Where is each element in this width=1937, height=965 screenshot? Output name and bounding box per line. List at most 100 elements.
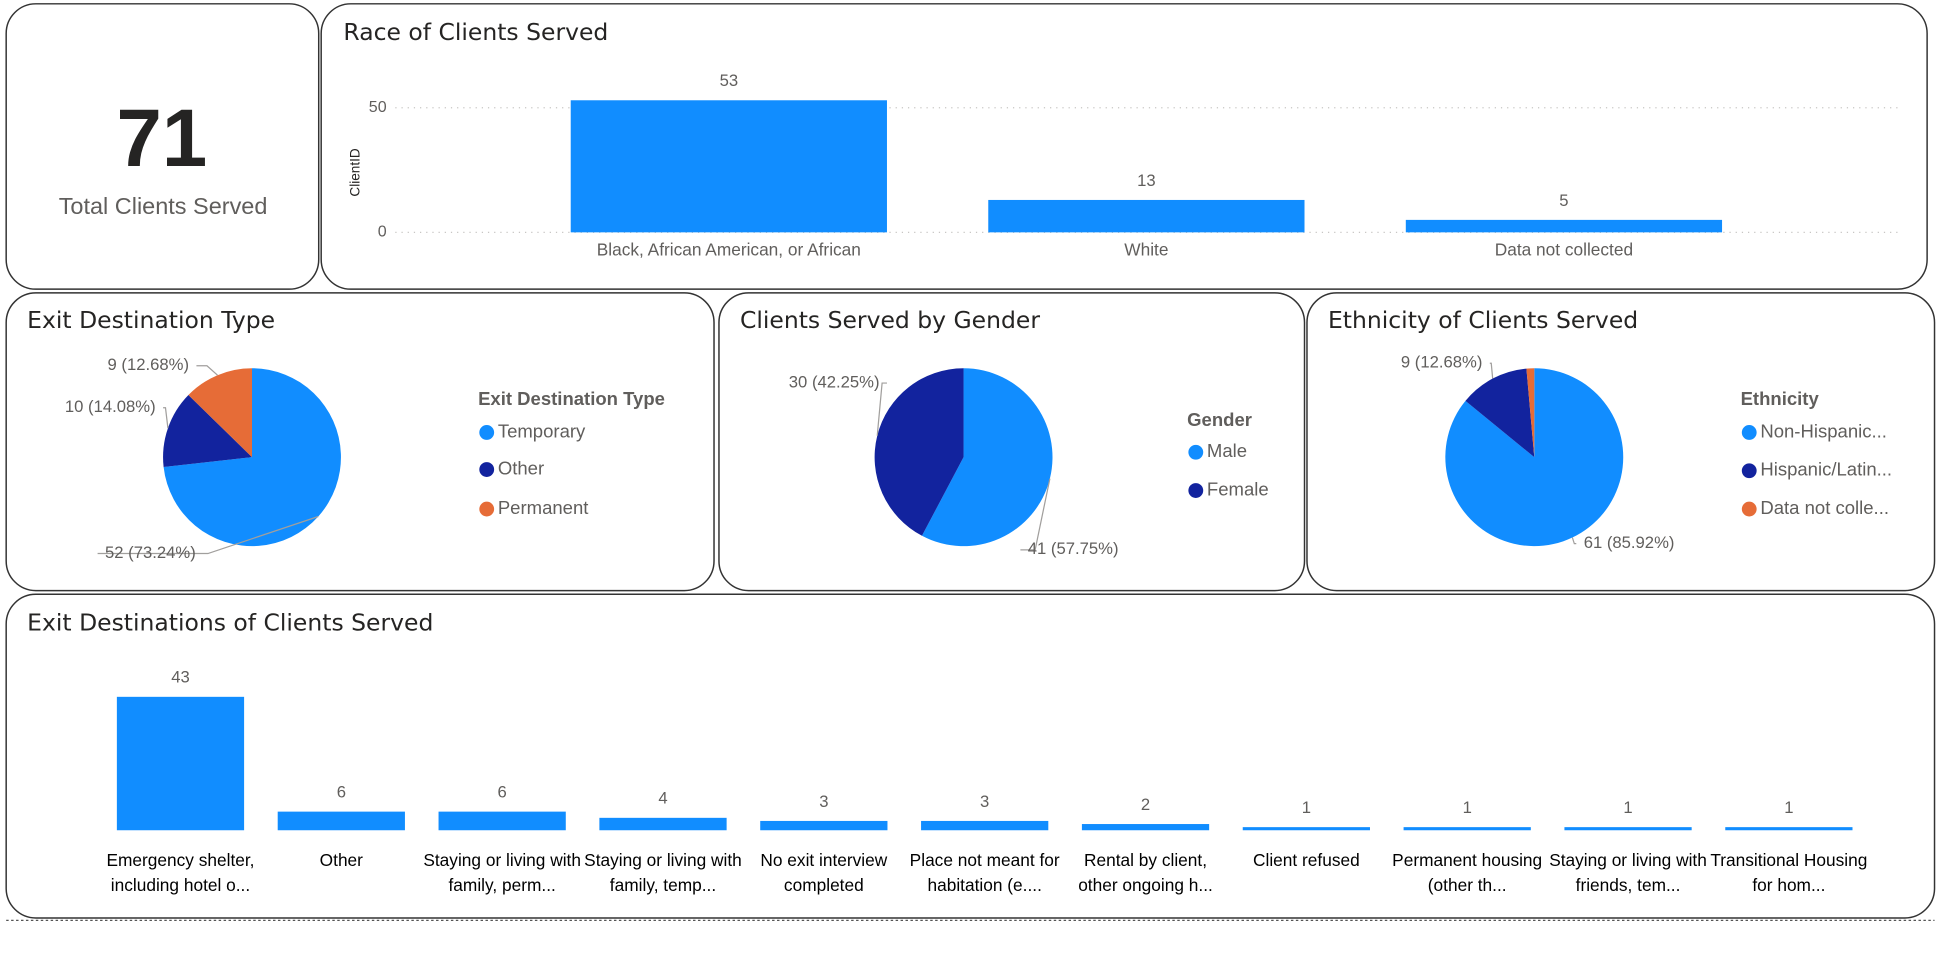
bar — [116, 696, 245, 831]
bar — [1405, 219, 1723, 233]
data-label: 13 — [1137, 171, 1156, 190]
bar — [760, 820, 888, 831]
data-label: 9 (12.68%) — [1401, 353, 1482, 372]
x-tick-label-box: Transitional Housing for hom... — [1710, 850, 1868, 895]
leader-line — [1020, 478, 1051, 551]
x-tick-label: Place not meant for habitation (e.... — [909, 850, 1060, 895]
leader-line — [1489, 362, 1494, 379]
leader-line — [876, 382, 887, 436]
legend-marker — [1741, 501, 1757, 517]
chart-title: Exit Destination Type — [27, 306, 275, 334]
y-tick-label: 50 — [369, 98, 387, 116]
legend-title: Ethnicity — [1741, 388, 1820, 409]
bar — [1081, 824, 1210, 831]
x-tick-label-box: Emergency shelter, including hotel o... — [106, 850, 255, 895]
legend-title: Gender — [1187, 409, 1252, 430]
legend-marker — [1188, 444, 1204, 460]
card-value: 71 — [116, 93, 207, 184]
x-tick-label: Other — [319, 850, 363, 870]
x-tick-label-box: Rental by client, other ongoing h... — [1078, 850, 1213, 895]
leader-line — [196, 365, 218, 376]
legend-label: Other — [498, 457, 544, 478]
data-label: 4 — [658, 789, 667, 808]
pie-slice — [163, 394, 253, 467]
x-tick-label: Data not collected — [1495, 239, 1633, 259]
data-label: 9 (12.68%) — [108, 355, 189, 374]
pie-slice — [1445, 368, 1624, 547]
x-tick-label: Staying or living with family, temp... — [584, 850, 742, 895]
x-tick-label: Permanent housing (other th... — [1392, 850, 1543, 895]
bar — [1564, 827, 1692, 831]
x-tick-label-box: Staying or living with friends, tem... — [1549, 850, 1707, 894]
leader-line — [1571, 537, 1577, 545]
x-tick-label-box: Staying or living with family, perm... — [423, 850, 581, 895]
data-label: 5 — [1559, 191, 1568, 210]
pie-slice — [188, 368, 253, 458]
bar — [277, 811, 405, 831]
x-tick-label: Transitional Housing for hom... — [1710, 850, 1868, 895]
pie-slice — [163, 368, 341, 547]
card-panel — [5, 3, 320, 290]
legend-title: Exit Destination Type — [478, 388, 665, 409]
x-tick-label-box: Permanent housing (other th... — [1392, 850, 1543, 895]
x-tick-label-box: Staying or living with family, temp... — [584, 850, 742, 895]
legend-label: Hispanic/Latin... — [1760, 459, 1892, 480]
x-tick-label-box: Other — [319, 850, 363, 870]
pie-slice — [921, 368, 1053, 547]
legend-label: Male — [1207, 440, 1247, 461]
legend-marker — [479, 425, 495, 440]
bar — [438, 811, 566, 831]
bar — [921, 820, 1049, 831]
leader-line — [163, 407, 169, 429]
data-label: 10 (14.08%) — [65, 397, 156, 416]
chart-title: Race of Clients Served — [343, 18, 608, 46]
data-label: 6 — [498, 783, 507, 802]
data-label: 1 — [1784, 798, 1793, 817]
data-label: 1 — [1623, 798, 1632, 817]
x-tick-label: Emergency shelter, including hotel o... — [106, 850, 255, 895]
data-label: 30 (42.25%) — [789, 372, 880, 391]
legend-marker — [1188, 483, 1204, 498]
bar — [1725, 827, 1853, 831]
data-label: 3 — [980, 792, 989, 811]
x-tick-label: No exit interview completed — [760, 850, 888, 895]
chart-title: Clients Served by Gender — [740, 306, 1040, 334]
bar — [599, 817, 727, 831]
legend-marker — [1741, 463, 1757, 479]
x-tick-label: Client refused — [1252, 850, 1360, 870]
data-label: 41 (57.75%) — [1028, 539, 1119, 558]
pie-slice — [1526, 368, 1535, 458]
legend-label: Non-Hispanic... — [1760, 420, 1887, 441]
data-label: 1 — [1463, 798, 1472, 817]
x-tick-label: White — [1124, 239, 1168, 259]
x-tick-label: Staying or living with family, perm... — [423, 850, 581, 895]
panel — [5, 292, 715, 592]
chart-title: Exit Destinations of Clients Served — [27, 608, 433, 636]
bar — [1403, 827, 1531, 831]
x-tick-label: Rental by client, other ongoing h... — [1078, 850, 1213, 895]
data-label: 3 — [819, 792, 828, 811]
legend-label: Female — [1207, 478, 1269, 499]
bar — [1242, 827, 1370, 831]
leader-line — [97, 515, 319, 555]
legend-label: Temporary — [498, 420, 586, 441]
legend-label: Permanent — [498, 497, 589, 518]
panel — [5, 593, 1936, 919]
x-tick-label: Black, African American, or African — [597, 239, 861, 259]
x-tick-label-box: Client refused — [1252, 850, 1360, 870]
data-label: 43 — [171, 668, 190, 687]
data-label: 2 — [1141, 795, 1150, 814]
chart-title: Ethnicity of Clients Served — [1328, 306, 1638, 334]
data-label: 6 — [337, 783, 346, 802]
x-tick-label-box: Place not meant for habitation (e.... — [909, 850, 1060, 895]
y-axis-label: ClientID — [347, 148, 362, 196]
legend-label: Data not colle... — [1760, 497, 1889, 518]
x-tick-label-box: No exit interview completed — [760, 850, 888, 895]
card-label: Total Clients Served — [59, 193, 268, 219]
y-tick-label: 0 — [378, 223, 387, 241]
bar — [570, 100, 887, 233]
data-label: 61 (85.92%) — [1584, 533, 1675, 552]
bar — [988, 199, 1305, 233]
